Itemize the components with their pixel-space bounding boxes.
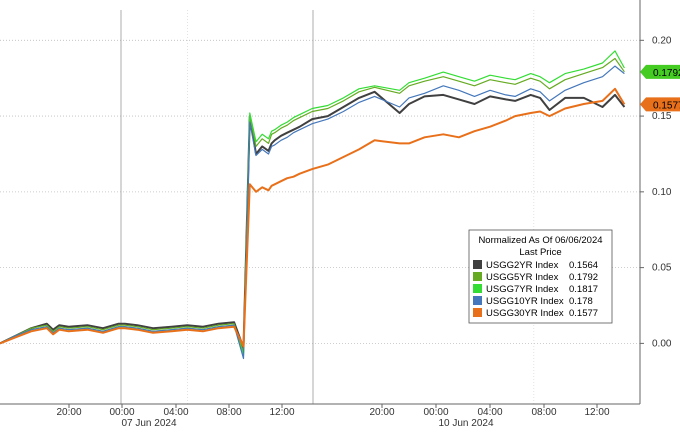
legend-value: 0.1577 xyxy=(569,308,598,319)
legend-value: 0.1564 xyxy=(569,260,598,271)
x-date-label: 07 Jun 2024 xyxy=(121,418,176,428)
last-value-tag-text: 0.1792 xyxy=(653,68,680,79)
legend-subtitle: Last Price xyxy=(519,247,561,258)
series-line-usgg2yr-index xyxy=(0,90,626,349)
y-tick-label: 0.00 xyxy=(652,338,672,349)
legend-swatch xyxy=(473,260,482,269)
x-tick-label: 00:00 xyxy=(109,407,134,418)
x-tick-label: 12:00 xyxy=(584,407,609,418)
y-tick-label: 0.20 xyxy=(652,35,672,46)
x-tick-label: 12:00 xyxy=(269,407,294,418)
x-tick-label: 08:00 xyxy=(531,407,556,418)
legend-label: USGG2YR Index xyxy=(486,260,559,271)
legend-value: 0.178 xyxy=(569,296,593,307)
legend-value: 0.1792 xyxy=(569,272,598,283)
last-value-tag-text: 0.1577 xyxy=(653,100,680,111)
legend-swatch xyxy=(473,296,482,305)
x-tick-label: 04:00 xyxy=(477,407,502,418)
y-tick-label: 0.05 xyxy=(652,263,672,274)
x-tick-label: 20:00 xyxy=(56,407,81,418)
legend-swatch xyxy=(473,272,482,281)
legend-label: USGG5YR Index xyxy=(486,272,559,283)
legend-box xyxy=(468,229,613,324)
series-layer xyxy=(0,50,626,360)
y-tick-label: 0.10 xyxy=(652,187,672,198)
x-tick-label: 04:00 xyxy=(163,407,188,418)
y-tick-label: 0.15 xyxy=(652,111,672,122)
legend-label: USGG10YR Index xyxy=(486,296,564,307)
legend-title: Normalized As Of 06/06/2024 xyxy=(478,235,602,246)
x-tick-label: 08:00 xyxy=(216,407,241,418)
series-line-usgg5yr-index xyxy=(0,57,625,354)
legend-value: 0.1817 xyxy=(569,284,598,295)
x-date-label: 10 Jun 2024 xyxy=(438,418,493,428)
legend-label: USGG7YR Index xyxy=(486,284,559,295)
series-line-usgg30yr-index xyxy=(0,87,626,348)
x-tick-label: 20:00 xyxy=(369,407,394,418)
series-line-usgg10yr-index xyxy=(0,65,625,360)
last-value-tag xyxy=(640,64,680,79)
x-tick-label: 00:00 xyxy=(423,407,448,418)
legend-swatch xyxy=(473,308,482,317)
legend-label: USGG30YR Index xyxy=(486,308,564,319)
grid-layer xyxy=(0,10,640,404)
last-value-tag xyxy=(640,97,680,112)
legend-swatch xyxy=(473,284,482,293)
